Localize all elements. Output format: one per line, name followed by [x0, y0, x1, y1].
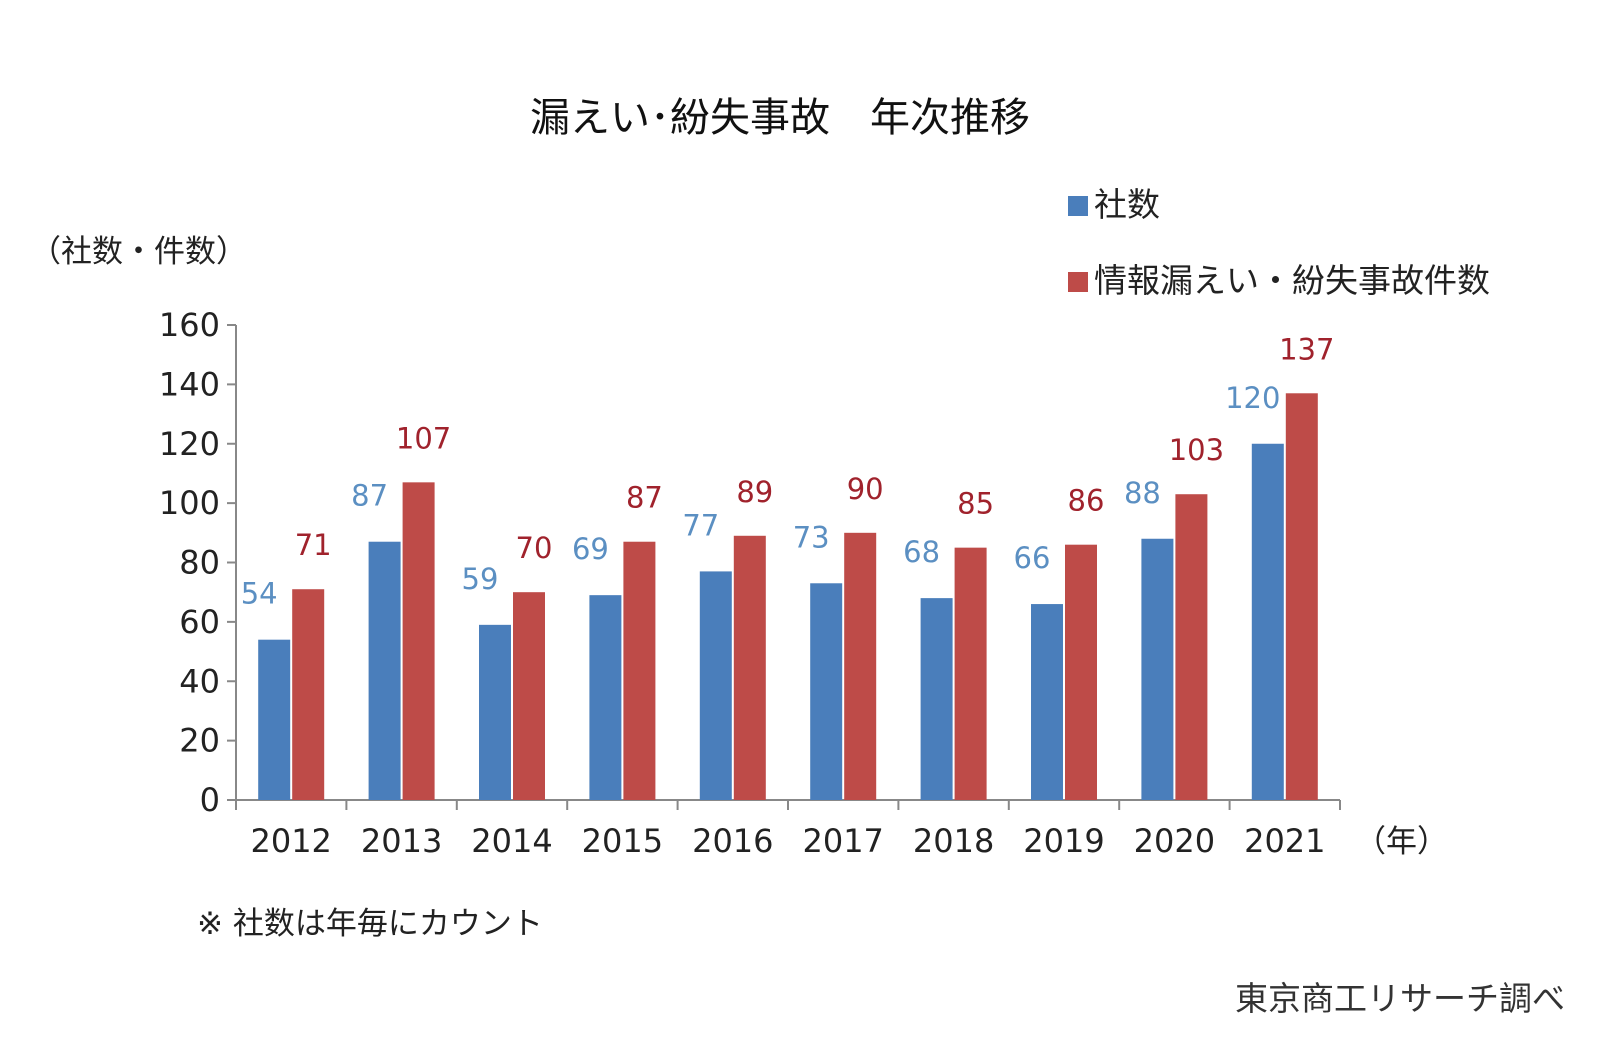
bar-companies-2019: [1031, 604, 1063, 800]
bar-companies-2014: [479, 624, 511, 800]
x-tick-label: 2019: [1023, 822, 1104, 860]
bar-companies-2018: [920, 598, 953, 800]
x-axis-label: （年）: [1355, 824, 1448, 860]
bar-incidents-2021: [1285, 393, 1318, 800]
data-label-incidents-2018: 85: [957, 487, 994, 521]
chart-title: 漏えい･紛失事故 年次推移: [530, 95, 1030, 141]
data-label-companies-2013: 87: [351, 479, 388, 513]
legend: 社数 情報漏えい・紛失事故件数: [1068, 185, 1490, 300]
data-label-companies-2016: 77: [682, 508, 719, 542]
source-credit: 東京商工リサーチ調べ: [1235, 979, 1565, 1018]
footnote: ※ 社数は年毎にカウント: [197, 906, 543, 942]
data-label-incidents-2015: 87: [626, 481, 663, 515]
data-label-incidents-2013: 107: [396, 421, 451, 455]
data-label-incidents-2021: 137: [1279, 332, 1334, 366]
x-tick-label: 2020: [1134, 822, 1215, 860]
bar-incidents-2017: [844, 532, 877, 800]
x-tick-label: 2012: [250, 822, 331, 860]
bar-companies-2015: [589, 595, 622, 800]
x-tick-label: 2021: [1244, 822, 1325, 860]
data-label-incidents-2016: 89: [736, 475, 773, 509]
y-axis-label: （社数・件数）: [30, 234, 247, 270]
bar-incidents-2019: [1065, 544, 1097, 800]
bar-incidents-2018: [954, 547, 987, 800]
x-tick-label: 2014: [471, 822, 552, 860]
y-tick-label: 40: [179, 662, 220, 700]
data-label-companies-2020: 88: [1124, 476, 1161, 510]
data-label-incidents-2012: 71: [295, 528, 332, 562]
y-tick-label: 120: [159, 425, 220, 463]
data-label-incidents-2014: 70: [516, 531, 553, 565]
bar-companies-2021: [1251, 443, 1284, 800]
data-label-companies-2014: 59: [462, 562, 499, 596]
data-label-incidents-2020: 103: [1169, 433, 1224, 467]
tick-labels: 0 20 40 60 80 100 120 140 160 2012 2013 2014 2015 201…: [159, 306, 1326, 860]
data-label-companies-2012: 54: [241, 577, 278, 611]
bar-companies-2016: [699, 571, 732, 800]
bar-companies-2012: [258, 639, 291, 800]
x-tick-label: 2013: [361, 822, 442, 860]
legend-swatch-incidents: [1068, 272, 1088, 292]
bar-incidents-2012: [292, 589, 325, 800]
bar-incidents-2013: [402, 482, 435, 800]
bars: [258, 393, 1318, 800]
legend-swatch-companies: [1068, 196, 1088, 216]
legend-label-companies: 社数: [1094, 185, 1160, 224]
y-tick-label: 20: [179, 722, 220, 760]
data-label-incidents-2019: 86: [1068, 484, 1105, 518]
bar-companies-2017: [810, 583, 843, 800]
bar-incidents-2014: [513, 592, 545, 800]
y-tick-label: 80: [179, 544, 220, 582]
y-tick-label: 160: [159, 306, 220, 344]
x-tick-label: 2016: [692, 822, 773, 860]
data-label-companies-2021: 120: [1225, 381, 1280, 415]
x-tick-label: 2018: [913, 822, 994, 860]
data-label-incidents-2017: 90: [847, 472, 884, 506]
y-tick-label: 60: [179, 603, 220, 641]
data-label-companies-2019: 66: [1014, 541, 1051, 575]
y-tick-label: 140: [159, 365, 220, 403]
data-label-companies-2018: 68: [903, 535, 940, 569]
bar-incidents-2020: [1175, 494, 1208, 800]
bar-incidents-2016: [733, 535, 766, 800]
data-label-companies-2015: 69: [572, 532, 609, 566]
x-tick-label: 2015: [582, 822, 663, 860]
y-tick-label: 0: [200, 781, 220, 819]
legend-label-incidents: 情報漏えい・紛失事故件数: [1094, 261, 1490, 300]
data-label-companies-2017: 73: [793, 520, 830, 554]
y-tick-label: 100: [159, 484, 220, 522]
x-tick-label: 2017: [802, 822, 883, 860]
bar-companies-2013: [368, 541, 401, 800]
bar-companies-2020: [1141, 538, 1174, 800]
bar-incidents-2015: [623, 541, 656, 800]
